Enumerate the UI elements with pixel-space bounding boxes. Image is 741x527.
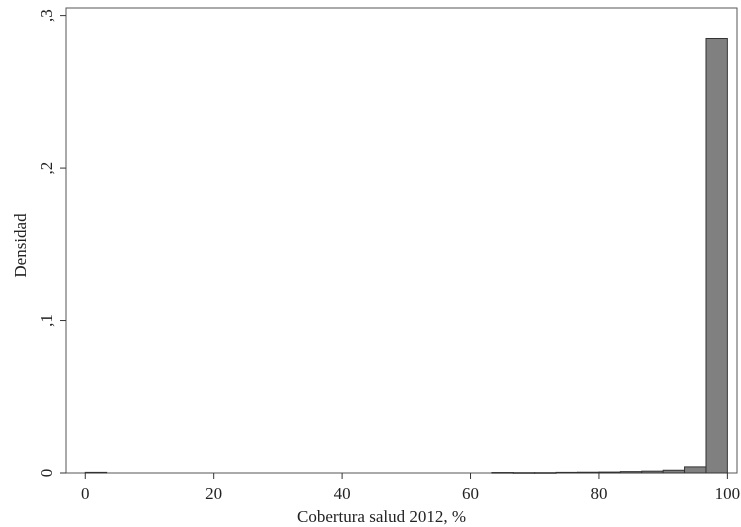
y-tick-label: 0 — [37, 469, 56, 478]
y-axis-title: Densidad — [11, 213, 30, 278]
x-tick-label: 100 — [715, 484, 741, 503]
histogram-bar — [684, 466, 707, 474]
y-tick-label: ,1 — [37, 314, 56, 327]
histogram-bar — [619, 471, 643, 474]
histogram-bar — [641, 470, 664, 474]
x-axis: 0 20 40 60 80 100 — [81, 473, 740, 503]
y-tick-label: ,3 — [37, 9, 56, 22]
histogram-bar — [577, 471, 600, 474]
histogram-bar — [512, 472, 536, 474]
plot-border — [65, 7, 738, 474]
x-tick-label: 80 — [590, 484, 607, 503]
histogram-bar — [705, 37, 728, 474]
histogram-bar — [491, 472, 514, 474]
x-tick-label: 60 — [462, 484, 479, 503]
x-tick-label: 20 — [205, 484, 222, 503]
histogram-bar — [84, 471, 108, 474]
histogram-bars — [84, 37, 728, 474]
histogram-bar — [555, 471, 579, 474]
y-tick-label: ,2 — [37, 162, 56, 175]
histogram-bar — [662, 469, 686, 474]
y-axis: 0 ,1 ,2 ,3 — [37, 9, 66, 477]
histogram-bar — [534, 472, 557, 474]
x-tick-label: 0 — [81, 484, 90, 503]
histogram-bar — [598, 471, 621, 474]
x-tick-label: 40 — [334, 484, 351, 503]
x-axis-title: Cobertura salud 2012, % — [297, 507, 466, 526]
plot-area — [65, 7, 738, 474]
